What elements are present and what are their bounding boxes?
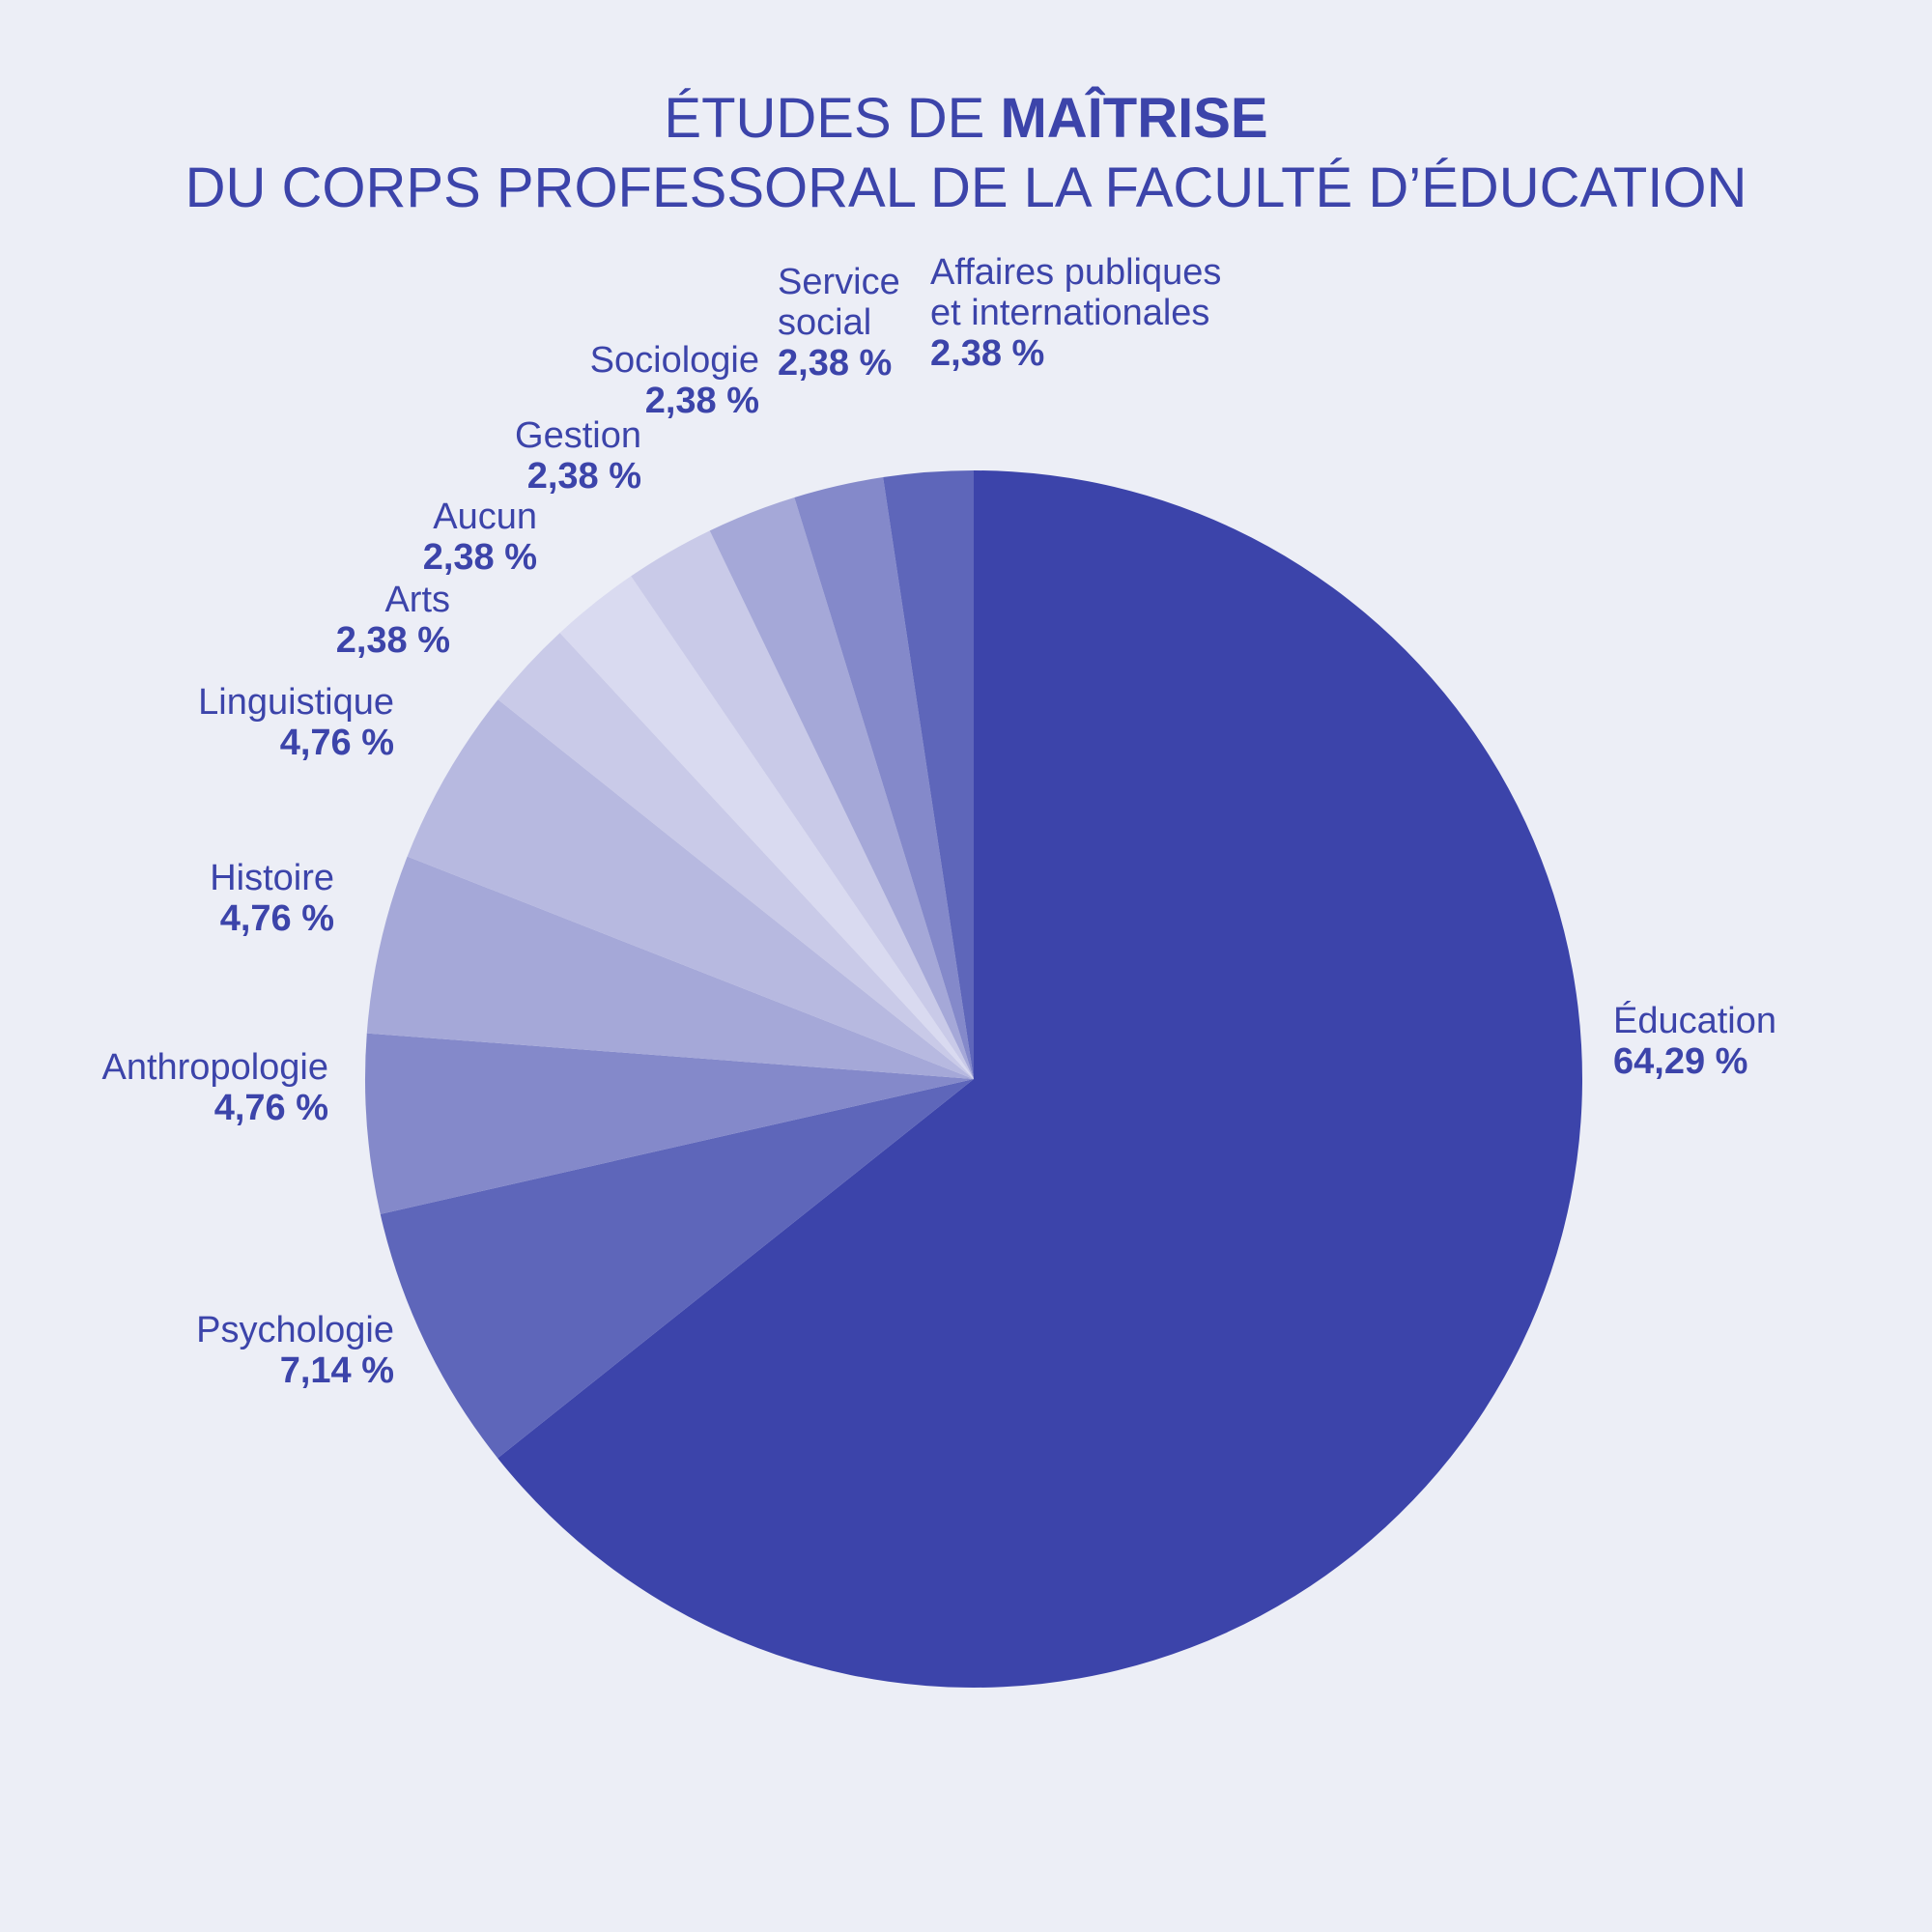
slice-label: Gestion 2,38 % — [515, 415, 641, 497]
pie-slice-linguistique — [407, 699, 974, 1079]
pie-slice-arts — [497, 633, 974, 1079]
slice-label-name: Affaires publiques — [930, 252, 1222, 293]
slice-label: Arts 2,38 % — [336, 580, 450, 661]
slice-label-value: 2,38 % — [422, 537, 537, 578]
slice-label-name: et internationales — [930, 293, 1210, 333]
pie-slice-affaires-publiques-et-internationales — [883, 470, 974, 1079]
pie-slice-sociologie — [709, 497, 974, 1079]
slice-label-name: social — [778, 302, 872, 343]
slice-label-value: 2,38 % — [930, 333, 1045, 374]
slice-label-name: Aucun — [433, 497, 537, 537]
slice-label-name: Service — [778, 262, 900, 302]
pie-slice-service-social — [794, 477, 974, 1079]
slice-label-value: 64,29 % — [1613, 1041, 1748, 1082]
slice-label: Anthropologie 4,76 % — [101, 1047, 328, 1128]
slice-label: Histoire 4,76 % — [210, 858, 334, 939]
pie-slice-aucun — [559, 576, 974, 1079]
slice-label: Linguistique 4,76 % — [198, 682, 394, 763]
slice-label-value: 4,76 % — [219, 898, 334, 939]
slice-label-name: Éducation — [1613, 1001, 1777, 1041]
slice-label-name: Anthropologie — [101, 1047, 328, 1088]
slice-label-value: 4,76 % — [213, 1088, 328, 1128]
chart-title-prefix: ÉTUDES DE — [664, 87, 1001, 150]
slice-label-value: 4,76 % — [279, 723, 394, 763]
slice-label-name: Linguistique — [198, 682, 394, 723]
chart-title-line-2: DU CORPS PROFESSORAL DE LA FACULTÉ D’ÉDU… — [185, 156, 1747, 219]
slice-label: Sociologie 2,38 % — [590, 340, 759, 421]
pie-slice-gestion — [631, 530, 974, 1079]
slice-label: Psychologie 7,14 % — [196, 1310, 394, 1391]
slice-label: Affaires publiques et internationales 2,38… — [930, 252, 1221, 374]
slice-label-name: Arts — [384, 580, 450, 620]
slice-label-name: Gestion — [515, 415, 641, 456]
slice-label-value: 7,14 % — [279, 1350, 394, 1391]
pie-slice-éducation — [497, 470, 1582, 1688]
pie-slice-anthropologie — [364, 1033, 974, 1214]
chart-title-line-1: ÉTUDES DE MAÎTRISE — [0, 85, 1932, 153]
slice-label: Éducation 64,29 % — [1613, 1001, 1776, 1082]
slice-label-value: 2,38 % — [335, 620, 450, 661]
slice-label-value: 2,38 % — [644, 381, 759, 421]
slice-label: Service social 2,38 % — [778, 262, 900, 384]
slice-label-name: Histoire — [210, 858, 334, 898]
slice-label-value: 2,38 % — [778, 343, 893, 384]
pie-slice-psychologie — [380, 1079, 975, 1459]
slice-label-name: Sociologie — [589, 340, 759, 381]
slice-label-name: Psychologie — [196, 1310, 394, 1350]
slice-label-value: 2,38 % — [526, 456, 641, 497]
pie-slice-histoire — [366, 856, 974, 1079]
chart-title-bold: MAÎTRISE — [1000, 87, 1268, 150]
slice-label: Aucun 2,38 % — [423, 497, 537, 578]
